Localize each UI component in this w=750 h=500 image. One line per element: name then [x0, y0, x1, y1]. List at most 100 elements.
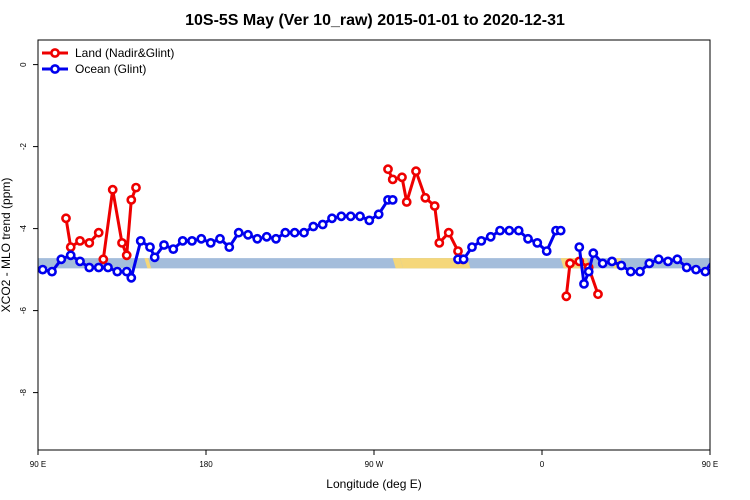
data-point-land [61, 213, 71, 224]
x-axis: 90 E 180 90 W 0 90 E [30, 450, 718, 469]
series-ocean [38, 194, 727, 289]
data-point-land [121, 250, 132, 261]
data-point-land [730, 244, 737, 251]
data-point-land [561, 291, 572, 302]
surface-band-land [392, 258, 404, 269]
data-point-land [434, 237, 445, 248]
data-point-ocean [635, 266, 645, 277]
x-axis-label: Longitude (deg E) [326, 477, 421, 491]
data-point-ocean [75, 256, 85, 267]
data-point-ocean [504, 225, 515, 236]
data-point-ocean [579, 278, 589, 289]
y-axis-label: XCO2 - MLO trend (ppm) [0, 178, 13, 313]
data-point-ocean [280, 227, 291, 238]
data-point-land [98, 254, 109, 265]
data-point-ocean [574, 242, 585, 252]
data-point-ocean [149, 252, 160, 263]
x-tick-label: 0 [540, 460, 545, 469]
data-point-ocean [495, 225, 505, 236]
plot-content [38, 164, 750, 302]
series-land [61, 164, 750, 302]
data-point-ocean [65, 250, 76, 261]
data-point-ocean [38, 264, 48, 275]
data-point-ocean [681, 262, 692, 273]
legend: Land (Nadir&Glint) Ocean (Glint) [42, 46, 174, 76]
y-tick-label: -6 [19, 306, 28, 314]
legend-marker-land [50, 48, 60, 58]
data-point-land [429, 201, 440, 211]
data-point-ocean [135, 235, 146, 246]
data-point-ocean [625, 266, 636, 277]
data-point-land [117, 237, 127, 248]
data-point-ocean [271, 233, 281, 244]
data-point-land [411, 166, 421, 177]
surface-band-ocean [38, 258, 710, 269]
data-point-ocean [541, 246, 552, 256]
series-line-land [386, 168, 465, 261]
data-point-ocean [205, 237, 216, 248]
data-point-ocean [177, 235, 188, 246]
data-point-ocean [597, 258, 608, 269]
data-point-ocean [112, 266, 123, 277]
data-point-land [107, 184, 118, 195]
data-point-land [593, 289, 603, 300]
data-point-ocean [215, 233, 225, 244]
data-point-land [131, 182, 141, 193]
data-point-ocean [709, 255, 710, 259]
y-axis: 0 -2 -4 -6 -8 [19, 62, 38, 396]
data-point-ocean [224, 242, 235, 252]
y-tick-label: 0 [19, 62, 28, 67]
data-point-ocean [196, 233, 207, 244]
data-point-ocean [336, 211, 347, 222]
series-line-land [729, 218, 750, 259]
data-point-ocean [373, 209, 384, 220]
data-point-ocean [145, 242, 155, 252]
data-point-land [443, 227, 454, 238]
data-point-land [397, 172, 407, 183]
x-tick-label: 180 [199, 460, 213, 469]
data-point-ocean [168, 244, 179, 254]
y-tick-label: -4 [19, 224, 28, 232]
data-point-ocean [121, 266, 132, 277]
surface-band-land [400, 258, 471, 269]
data-point-land [383, 164, 393, 175]
data-point-land [420, 192, 431, 203]
data-point-ocean [299, 227, 309, 238]
data-point-land [725, 215, 732, 222]
data-point-ocean [317, 219, 328, 230]
data-point-land [739, 237, 746, 244]
data-point-ocean [476, 235, 487, 246]
data-point-land [387, 174, 398, 185]
data-point-ocean [583, 266, 594, 277]
x-tick-label: 90 W [365, 460, 384, 469]
data-point-ocean [387, 194, 398, 205]
data-point-ocean [588, 248, 599, 259]
data-point-ocean [458, 254, 469, 265]
data-point-land [93, 227, 104, 238]
data-point-ocean [187, 235, 197, 246]
data-point-ocean [159, 240, 169, 250]
data-point-land [84, 237, 95, 248]
data-point-land [75, 235, 85, 246]
data-point-ocean [663, 256, 673, 267]
data-point-ocean [243, 229, 253, 240]
data-point-ocean [364, 215, 375, 226]
y-tick-label: -2 [19, 142, 28, 150]
data-point-land [65, 242, 76, 252]
y-tick-label: -8 [19, 388, 28, 396]
data-point-ocean [233, 227, 244, 238]
data-point-ocean [485, 231, 496, 242]
data-point-ocean [126, 272, 137, 283]
data-point-ocean [84, 262, 95, 273]
data-point-ocean [672, 254, 683, 265]
data-point-land [565, 258, 575, 269]
data-point-ocean [252, 233, 263, 244]
data-point-ocean [720, 250, 727, 257]
plot-area [38, 164, 750, 302]
chart-title: 10S-5S May (Ver 10_raw) 2015-01-01 to 20… [185, 12, 565, 29]
data-point-ocean [523, 233, 533, 244]
data-point-ocean [355, 211, 365, 222]
data-point-ocean [691, 264, 701, 275]
data-point-ocean [93, 262, 104, 273]
